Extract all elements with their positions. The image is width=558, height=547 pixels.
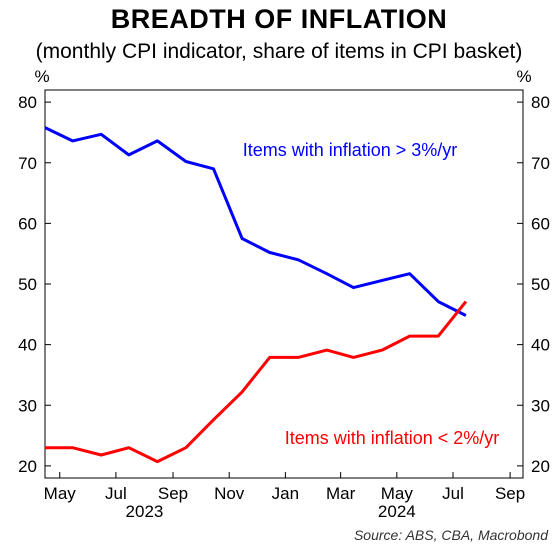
y-tick-label-left: 50 (18, 275, 37, 294)
y-tick-label-right: 20 (531, 457, 550, 476)
y-tick-label-left: 20 (18, 457, 37, 476)
y-tick-label-left: 70 (18, 154, 37, 173)
x-tick-label: Sep (158, 484, 188, 503)
chart-title: BREADTH OF INFLATION (110, 4, 448, 34)
x-year-label: 2024 (378, 502, 416, 521)
x-tick-label: May (44, 484, 77, 503)
x-tick-label: Nov (214, 484, 245, 503)
y-tick-label-left: 30 (18, 396, 37, 415)
x-tick-label: Jul (442, 484, 464, 503)
x-tick-label: May (381, 484, 414, 503)
y-tick-label-right: 60 (531, 214, 550, 233)
series-layer (44, 126, 468, 464)
y-tick-label-left: 80 (18, 93, 37, 112)
x-tick-label: Sep (495, 484, 525, 503)
y-tick-label-right: 50 (531, 275, 550, 294)
y-tick-label-left: 40 (18, 336, 37, 355)
x-tick-label: Jan (272, 484, 299, 503)
x-tick-label: Mar (326, 484, 356, 503)
annotation-above-3pct: Items with inflation > 3%/yr (243, 140, 458, 160)
chart-subtitle: (monthly CPI indicator, share of items i… (35, 40, 523, 63)
series-line-below-2pct (45, 300, 468, 464)
y-tick-label-right: 30 (531, 396, 550, 415)
y-tick-label-right: 40 (531, 336, 550, 355)
x-year-label: 2023 (126, 502, 164, 521)
annotation-below-2pct: Items with inflation < 2%/yr (285, 428, 500, 448)
series-line-above-3pct (44, 126, 467, 317)
source-note: Source: ABS, CBA, Macrobond (354, 527, 549, 543)
y-tick-label-right: 70 (531, 154, 550, 173)
y-axes: 20 20 30 30 40 40 50 50 60 60 70 70 80 80 (18, 93, 550, 476)
y-tick-label-left: 60 (18, 214, 37, 233)
y-unit-right: % (516, 67, 531, 86)
y-tick-label-right: 80 (531, 93, 550, 112)
y-unit-left: % (34, 67, 49, 86)
x-tick-label: Jul (105, 484, 127, 503)
